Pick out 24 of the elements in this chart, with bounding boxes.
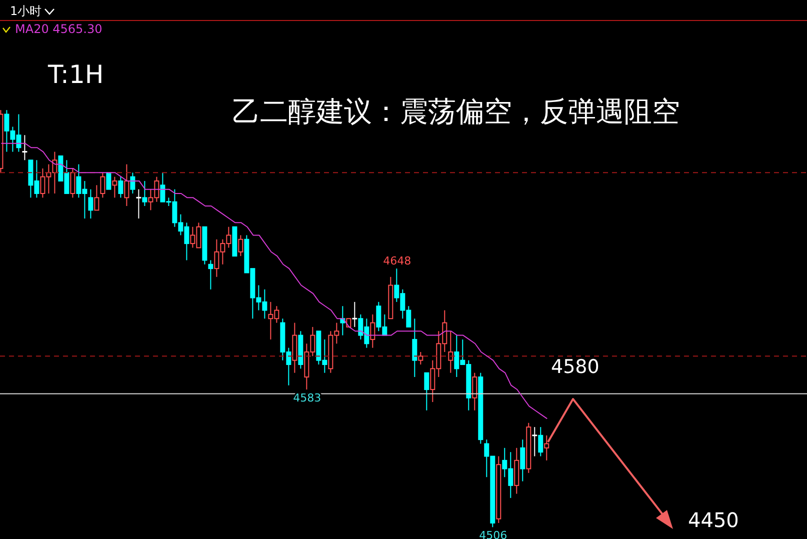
candlestick [538, 426, 544, 457]
text: 4580 [551, 356, 600, 378]
candlestick [544, 434, 550, 461]
candlestick [531, 426, 538, 457]
annotation: 4506 [479, 529, 508, 539]
candlestick [412, 318, 418, 378]
candlestick [21, 134, 28, 161]
candlestick [514, 447, 520, 494]
candlestick [135, 188, 142, 220]
candlestick [370, 314, 376, 348]
text: 4450 [688, 508, 739, 532]
candlestick [208, 260, 214, 290]
candlestick [292, 322, 298, 374]
candlestick [88, 188, 94, 220]
text: MA20 4565.30 [15, 22, 102, 36]
candlestick [351, 301, 358, 328]
annotation: 4648 [383, 254, 412, 268]
annotation: 4583 [293, 392, 322, 405]
chart-subtitle: T:1H [48, 60, 104, 89]
candlestick [448, 330, 454, 374]
candlestick [124, 164, 130, 206]
chart-title: 乙二醇建议：震荡偏空，反弹遇阻空 [232, 94, 680, 130]
candlestick [520, 439, 526, 482]
text: 1小时 [10, 3, 42, 20]
